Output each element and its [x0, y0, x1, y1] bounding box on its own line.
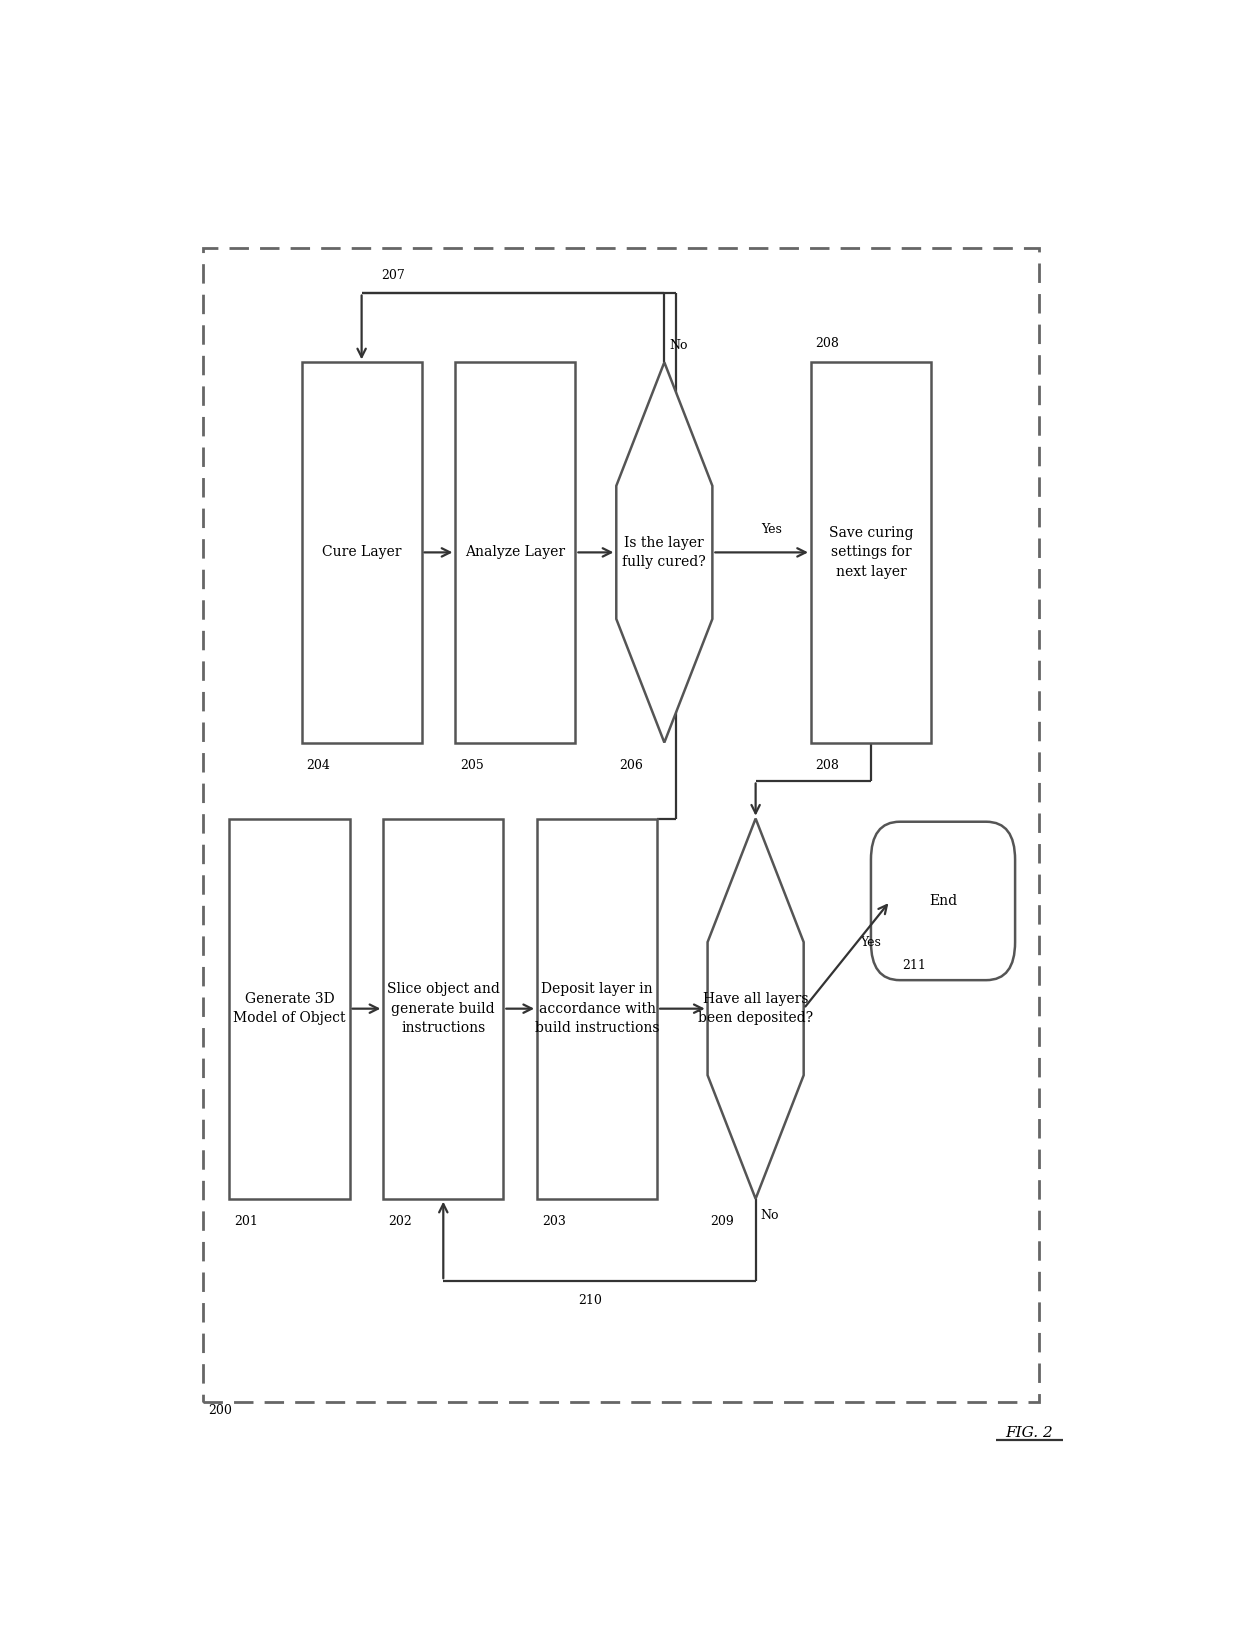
FancyBboxPatch shape: [301, 362, 422, 742]
Text: Generate 3D
Model of Object: Generate 3D Model of Object: [233, 993, 346, 1025]
Text: 211: 211: [903, 958, 926, 971]
Text: Deposit layer in
accordance with
build instructions: Deposit layer in accordance with build i…: [534, 983, 660, 1035]
Text: Cure Layer: Cure Layer: [322, 545, 402, 560]
Polygon shape: [616, 362, 713, 742]
Text: FIG. 2: FIG. 2: [1006, 1425, 1054, 1440]
Text: Yes: Yes: [861, 935, 882, 948]
Text: No: No: [670, 339, 688, 352]
Text: Analyze Layer: Analyze Layer: [465, 545, 565, 560]
Text: Is the layer
fully cured?: Is the layer fully cured?: [622, 537, 707, 568]
Text: End: End: [929, 894, 957, 909]
FancyBboxPatch shape: [870, 821, 1016, 979]
Text: Have all layers
been deposited?: Have all layers been deposited?: [698, 993, 813, 1025]
Text: 209: 209: [711, 1215, 734, 1228]
Text: 204: 204: [306, 759, 330, 772]
Text: Slice object and
generate build
instructions: Slice object and generate build instruct…: [387, 983, 500, 1035]
Text: 207: 207: [381, 270, 404, 283]
FancyBboxPatch shape: [537, 818, 657, 1198]
Text: 201: 201: [234, 1215, 258, 1228]
Text: 200: 200: [208, 1404, 232, 1417]
Text: No: No: [760, 1208, 779, 1221]
Text: 206: 206: [619, 759, 644, 772]
Text: 208: 208: [816, 759, 839, 772]
Text: 210: 210: [578, 1294, 601, 1307]
FancyBboxPatch shape: [455, 362, 575, 742]
Text: 202: 202: [388, 1215, 412, 1228]
FancyBboxPatch shape: [229, 818, 350, 1198]
FancyBboxPatch shape: [383, 818, 503, 1198]
Text: 205: 205: [460, 759, 484, 772]
Text: 208: 208: [816, 337, 839, 349]
FancyBboxPatch shape: [811, 362, 931, 742]
Text: 203: 203: [542, 1215, 565, 1228]
Text: Yes: Yes: [761, 523, 781, 537]
Polygon shape: [708, 818, 804, 1198]
Text: Save curing
settings for
next layer: Save curing settings for next layer: [828, 527, 913, 579]
